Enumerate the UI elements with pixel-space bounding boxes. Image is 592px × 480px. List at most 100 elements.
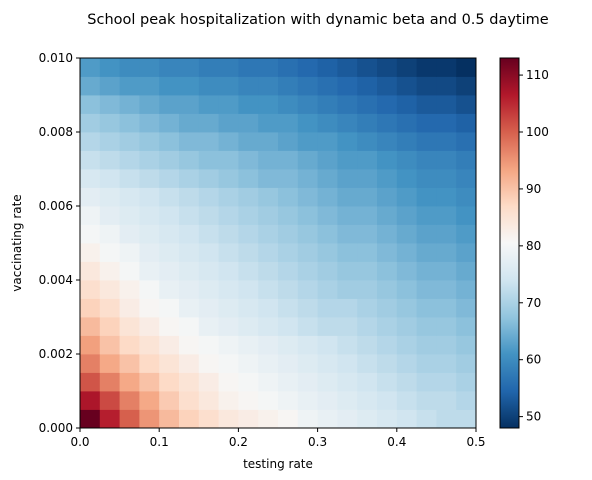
heatmap-cell [278,261,299,281]
heatmap-cell [317,409,338,429]
heatmap-cell [416,354,437,373]
heatmap-cell [238,113,259,133]
heatmap-cell [99,132,120,151]
heatmap-cell [258,187,279,207]
heatmap-cell [377,261,398,281]
heatmap-cell [258,372,279,392]
heatmap-cell [377,317,398,336]
heatmap-cell [278,187,299,207]
heatmap-cell [297,132,318,151]
heatmap-cell [139,150,160,170]
heatmap-cell [377,113,398,133]
heatmap-cell [218,243,239,262]
heatmap-cell [396,206,417,225]
heatmap-cell [456,409,477,429]
heatmap-cell [238,224,259,244]
heatmap-cell [258,298,279,318]
heatmap-cell [396,58,417,77]
y-tick-label: 0.000 [39,421,73,435]
heatmap-cell [99,261,120,281]
heatmap-cell [159,76,180,96]
heatmap-cell [139,169,160,188]
heatmap-cells [80,58,477,429]
heatmap-cell [99,169,120,188]
heatmap-cell [278,76,299,96]
heatmap-cell [317,206,338,225]
heatmap-cell [119,372,140,392]
heatmap-cell [456,187,477,207]
heatmap-cell [198,224,219,244]
heatmap-cell [416,335,437,355]
heatmap-cell [258,224,279,244]
heatmap-cell [80,391,101,410]
heatmap-cell [337,261,358,281]
heatmap-cell [179,409,200,429]
heatmap-cell [179,95,200,114]
heatmap-cell [119,206,140,225]
heatmap-cell [218,95,239,114]
heatmap-cell [139,206,160,225]
x-tick-label: 0.3 [308,435,327,449]
heatmap-cell [179,113,200,133]
heatmap-cell [436,372,457,392]
heatmap-cell [436,113,457,133]
heatmap-cell [357,354,378,373]
heatmap-cell [139,298,160,318]
heatmap-cell [119,317,140,336]
heatmap-cell [119,335,140,355]
heatmap-cell [198,409,219,429]
heatmap-cell [436,76,457,96]
heatmap-cell [80,150,101,170]
heatmap-cell [456,280,477,299]
heatmap-cell [99,354,120,373]
heatmap-cell [317,298,338,318]
heatmap-cell [258,335,279,355]
heatmap-cell [456,132,477,151]
heatmap-cell [159,169,180,188]
heatmap-cell [377,243,398,262]
colorbar-tick-label: 80 [526,239,541,253]
heatmap-cell [80,372,101,392]
heatmap-cell [179,206,200,225]
heatmap-cell [139,95,160,114]
heatmap-cell [357,76,378,96]
heatmap-cell [258,354,279,373]
heatmap-cell [139,187,160,207]
heatmap-cell [238,391,259,410]
heatmap-cell [119,298,140,318]
heatmap-cell [416,206,437,225]
heatmap-cell [416,243,437,262]
heatmap-cell [436,169,457,188]
heatmap-cell [159,58,180,77]
y-tick-label: 0.004 [39,273,73,287]
heatmap-cell [297,224,318,244]
heatmap-cell [159,354,180,373]
heatmap-cell [278,317,299,336]
heatmap-cell [218,76,239,96]
heatmap-cell [416,132,437,151]
heatmap-cell [317,372,338,392]
heatmap-cell [218,335,239,355]
heatmap-cell [416,150,437,170]
colorbar-tick-label: 100 [526,125,549,139]
x-tick-label: 0.4 [387,435,406,449]
heatmap-cell [456,58,477,77]
heatmap-cell [357,372,378,392]
heatmap-cell [139,354,160,373]
heatmap-cell [258,409,279,429]
heatmap-cell [159,132,180,151]
heatmap-cell [99,224,120,244]
heatmap-cell [436,354,457,373]
heatmap-cell [198,58,219,77]
heatmap-cell [278,206,299,225]
heatmap-cell [198,280,219,299]
heatmap-cell [119,187,140,207]
heatmap-cell [396,169,417,188]
heatmap-cell [396,354,417,373]
heatmap-cell [278,391,299,410]
heatmap-cell [278,58,299,77]
heatmap-cell [377,150,398,170]
heatmap-cell [119,58,140,77]
heatmap-cell [456,261,477,281]
heatmap-cell [80,354,101,373]
